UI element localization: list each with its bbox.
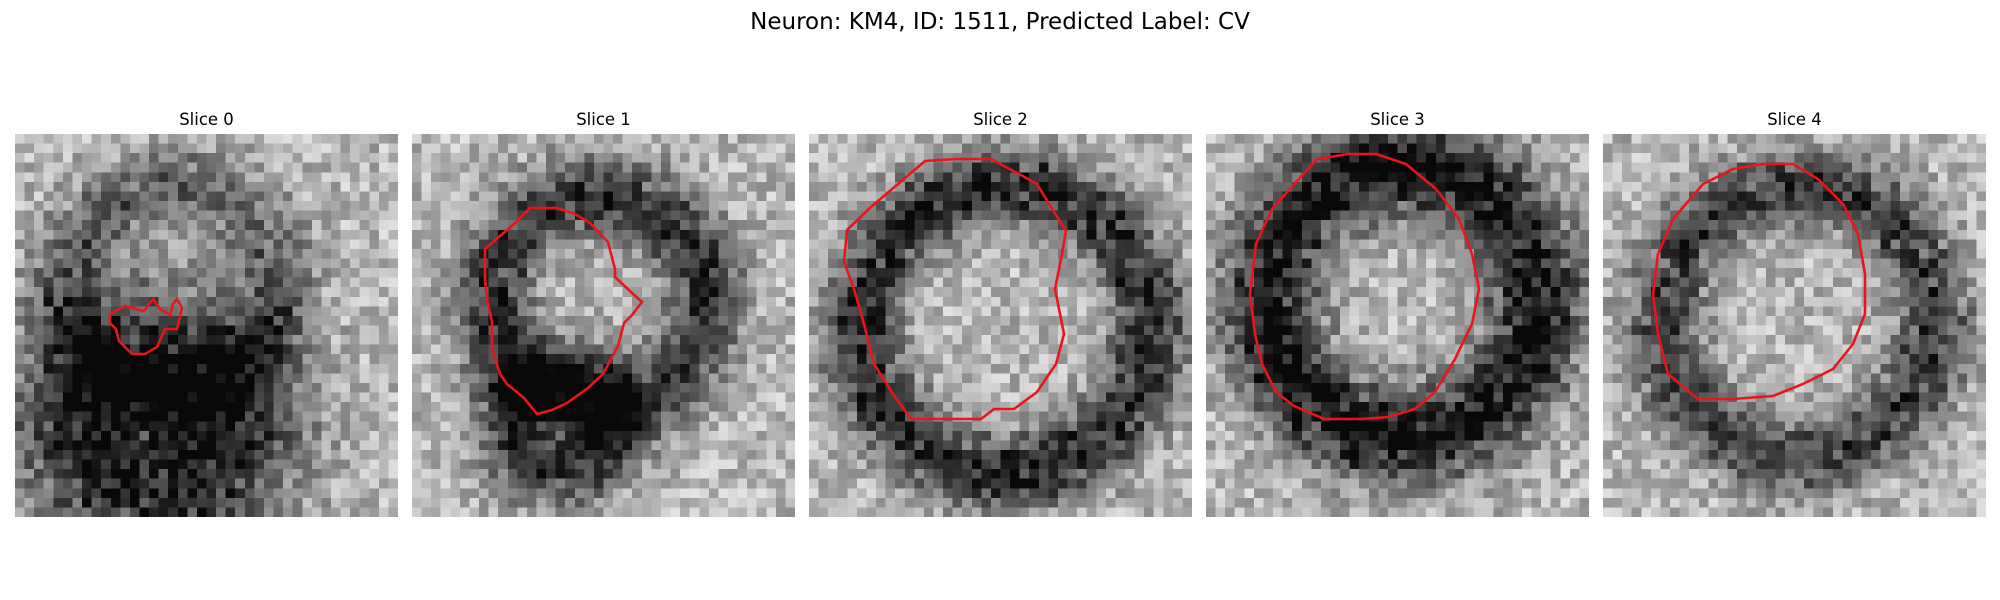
slice-panel-2: Slice 2 [809, 110, 1192, 517]
slice-title: Slice 3 [1370, 110, 1425, 129]
slice-title: Slice 4 [1767, 110, 1822, 129]
slice-panel-1: Slice 1 [412, 110, 795, 517]
slice-image [1603, 134, 1986, 517]
slice-panel-4: Slice 4 [1603, 110, 1986, 517]
slice-image [15, 134, 398, 517]
figure-title: Neuron: KM4, ID: 1511, Predicted Label: … [750, 9, 1250, 35]
slice-image [809, 134, 1192, 517]
slice-image [412, 134, 795, 517]
slice-image [1206, 134, 1589, 517]
slice-title: Slice 1 [576, 110, 631, 129]
slice-panel-3: Slice 3 [1206, 110, 1589, 517]
slice-title: Slice 2 [973, 110, 1028, 129]
slice-panel-0: Slice 0 [15, 110, 398, 517]
slice-title: Slice 0 [179, 110, 234, 129]
